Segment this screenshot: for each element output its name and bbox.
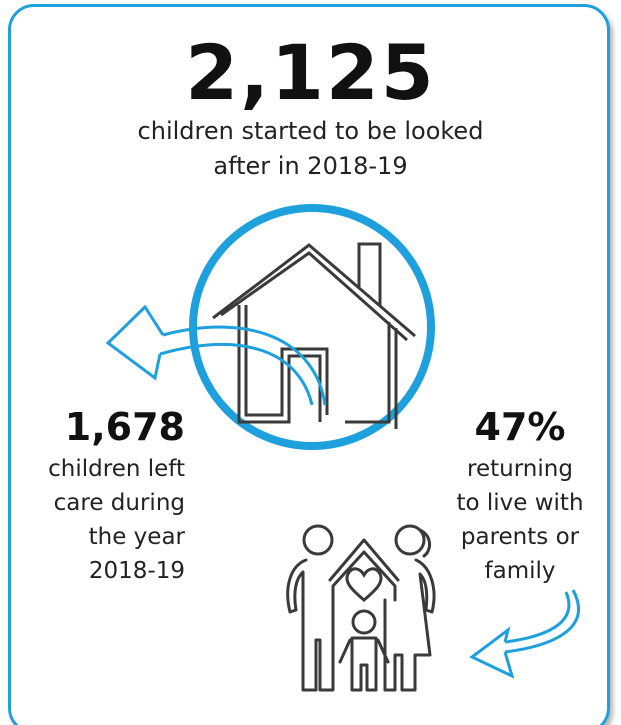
right-stat-caption-line-2: to live with xyxy=(456,490,584,516)
headline-caption-line-2: after in 2018-19 xyxy=(213,152,408,180)
left-stat-caption: children left care during the year 2018-… xyxy=(20,452,185,588)
left-stat-number: 1,678 xyxy=(64,405,185,449)
family-icon xyxy=(286,524,436,692)
heart-icon xyxy=(345,567,383,602)
house-circle xyxy=(189,204,435,450)
left-stat-caption-line-4: 2018-19 xyxy=(88,558,185,584)
left-stat-caption-line-3: the year xyxy=(88,524,185,550)
headline-caption-line-1: children started to be looked xyxy=(137,117,484,145)
curved-arrow-down-icon xyxy=(469,589,580,679)
right-stat-number: 47% xyxy=(474,405,566,449)
headline-number: 2,125 xyxy=(185,28,436,117)
house-icon xyxy=(212,242,416,429)
left-stat-caption-line-2: care during xyxy=(53,490,185,516)
right-stat-caption-line-3: parents or xyxy=(460,524,580,550)
headline-caption: children started to be looked after in 2… xyxy=(0,114,621,184)
right-stat-caption: returning to live with parents or family xyxy=(430,452,610,588)
right-stat-caption-line-4: family xyxy=(484,558,556,584)
left-stat-caption-line-1: children left xyxy=(48,456,185,482)
curved-arrow-left-icon xyxy=(105,304,327,406)
right-stat-caption-line-1: returning xyxy=(467,456,573,482)
